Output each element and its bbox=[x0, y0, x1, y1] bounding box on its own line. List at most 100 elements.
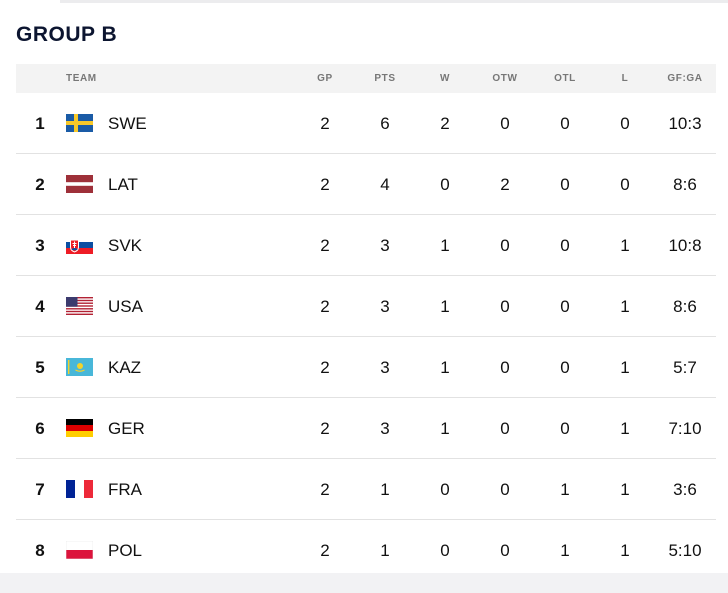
rank: 7 bbox=[35, 480, 45, 499]
otl-value: 0 bbox=[560, 419, 570, 438]
team-code[interactable]: KAZ bbox=[108, 358, 142, 377]
header-otw: OTW bbox=[492, 73, 518, 84]
header-w: W bbox=[439, 73, 451, 84]
standings-table: TEAM GP PTS W OTW OTL L GF:GA 1 SWE 2 6 … bbox=[16, 64, 716, 580]
pts-value: 4 bbox=[380, 175, 390, 194]
gfga-value: 7:10 bbox=[668, 419, 702, 438]
gfga-value: 8:6 bbox=[673, 297, 697, 316]
header-l: L bbox=[621, 73, 629, 84]
pts-value: 1 bbox=[380, 541, 390, 560]
table-header: TEAM GP PTS W OTW OTL L GF:GA bbox=[16, 64, 716, 93]
standings-card: GROUP B TEAM GP PTS W OTW OTL L GF:GA 1 … bbox=[0, 0, 728, 573]
gp-value: 2 bbox=[320, 541, 330, 560]
w-value: 0 bbox=[440, 541, 450, 560]
gp-value: 2 bbox=[320, 358, 330, 377]
gp-value: 2 bbox=[320, 236, 330, 255]
l-value: 0 bbox=[620, 114, 630, 133]
gp-value: 2 bbox=[320, 419, 330, 438]
otw-value: 2 bbox=[500, 175, 510, 194]
table-row[interactable]: 8 POL 2 1 0 0 1 1 5:10 bbox=[16, 520, 716, 580]
team-code[interactable]: GER bbox=[108, 419, 145, 438]
team-code[interactable]: POL bbox=[108, 541, 143, 560]
gfga-value: 10:3 bbox=[668, 114, 702, 133]
sweden-flag-icon bbox=[66, 114, 93, 132]
table-row[interactable]: 7 FRA 2 1 0 0 1 1 3:6 bbox=[16, 459, 716, 520]
rank: 3 bbox=[35, 236, 45, 255]
pts-value: 1 bbox=[380, 480, 390, 499]
germany-flag-icon bbox=[66, 419, 93, 437]
otw-value: 0 bbox=[500, 480, 510, 499]
pts-value: 3 bbox=[380, 297, 390, 316]
otw-value: 0 bbox=[500, 541, 510, 560]
l-value: 1 bbox=[620, 480, 630, 499]
group-title: GROUP B bbox=[16, 23, 118, 46]
l-value: 0 bbox=[620, 175, 630, 194]
rank: 4 bbox=[35, 297, 45, 316]
otl-value: 1 bbox=[560, 541, 570, 560]
team-code[interactable]: USA bbox=[108, 297, 143, 316]
l-value: 1 bbox=[620, 541, 630, 560]
header-gp: GP bbox=[317, 73, 333, 84]
team-code[interactable]: SVK bbox=[108, 236, 143, 255]
pts-value: 3 bbox=[380, 419, 390, 438]
l-value: 1 bbox=[620, 358, 630, 377]
table-row[interactable]: 2 LAT 2 4 0 2 0 0 8:6 bbox=[16, 154, 716, 215]
l-value: 1 bbox=[620, 297, 630, 316]
otw-value: 0 bbox=[500, 114, 510, 133]
france-flag-icon bbox=[66, 480, 93, 498]
gfga-value: 8:6 bbox=[673, 175, 697, 194]
slovakia-flag-icon bbox=[66, 236, 93, 254]
team-code[interactable]: SWE bbox=[108, 114, 147, 133]
w-value: 1 bbox=[440, 358, 450, 377]
otw-value: 0 bbox=[500, 236, 510, 255]
otw-value: 0 bbox=[500, 419, 510, 438]
kazakhstan-flag-icon bbox=[66, 358, 93, 376]
otw-value: 0 bbox=[500, 297, 510, 316]
w-value: 0 bbox=[440, 175, 450, 194]
gfga-value: 5:7 bbox=[673, 358, 697, 377]
card-top-edge bbox=[60, 0, 728, 3]
w-value: 0 bbox=[440, 480, 450, 499]
w-value: 2 bbox=[440, 114, 450, 133]
header-gfga: GF:GA bbox=[667, 73, 703, 84]
team-code[interactable]: LAT bbox=[108, 175, 138, 194]
poland-flag-icon bbox=[66, 541, 93, 559]
gp-value: 2 bbox=[320, 297, 330, 316]
otl-value: 0 bbox=[560, 358, 570, 377]
pts-value: 3 bbox=[380, 358, 390, 377]
w-value: 1 bbox=[440, 419, 450, 438]
w-value: 1 bbox=[440, 297, 450, 316]
rank: 1 bbox=[35, 114, 45, 133]
pts-value: 6 bbox=[380, 114, 390, 133]
header-team: TEAM bbox=[66, 73, 97, 84]
gp-value: 2 bbox=[320, 175, 330, 194]
otl-value: 0 bbox=[560, 114, 570, 133]
gfga-value: 3:6 bbox=[673, 480, 697, 499]
otw-value: 0 bbox=[500, 358, 510, 377]
l-value: 1 bbox=[620, 419, 630, 438]
otl-value: 1 bbox=[560, 480, 570, 499]
table-row[interactable]: 1 SWE 2 6 2 0 0 0 10:3 bbox=[16, 93, 716, 154]
rank: 6 bbox=[35, 419, 45, 438]
rank: 8 bbox=[35, 541, 45, 560]
rank: 2 bbox=[35, 175, 45, 194]
l-value: 1 bbox=[620, 236, 630, 255]
header-otl: OTL bbox=[554, 73, 576, 84]
otl-value: 0 bbox=[560, 236, 570, 255]
rank: 5 bbox=[35, 358, 45, 377]
gp-value: 2 bbox=[320, 480, 330, 499]
table-row[interactable]: 5 KAZ 2 3 1 0 0 1 5:7 bbox=[16, 337, 716, 398]
usa-flag-icon bbox=[66, 297, 93, 315]
w-value: 1 bbox=[440, 236, 450, 255]
table-row[interactable]: 4 USA 2 3 1 0 0 1 8:6 bbox=[16, 276, 716, 337]
table-row[interactable]: 3 SVK 2 3 1 0 0 1 10:8 bbox=[16, 215, 716, 276]
gfga-value: 5:10 bbox=[668, 541, 702, 560]
gfga-value: 10:8 bbox=[668, 236, 702, 255]
team-code[interactable]: FRA bbox=[108, 480, 142, 499]
latvia-flag-icon bbox=[66, 175, 93, 193]
gp-value: 2 bbox=[320, 114, 330, 133]
otl-value: 0 bbox=[560, 297, 570, 316]
table-row[interactable]: 6 GER 2 3 1 0 0 1 7:10 bbox=[16, 398, 716, 459]
header-pts: PTS bbox=[374, 73, 396, 84]
otl-value: 0 bbox=[560, 175, 570, 194]
